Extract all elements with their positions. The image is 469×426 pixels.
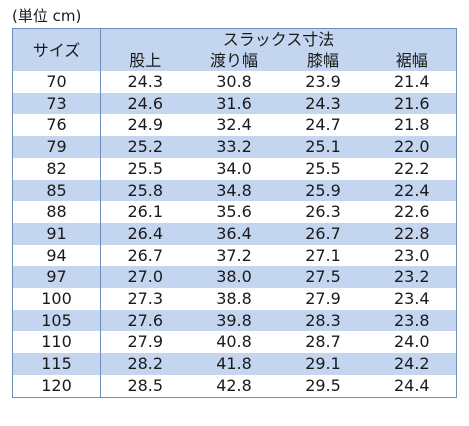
hem-width-cell: 22.6 (367, 201, 457, 223)
knee-width-cell: 26.3 (278, 201, 368, 223)
hem-width-cell: 22.8 (367, 222, 457, 245)
rise-cell: 24.3 (100, 71, 190, 93)
rise-cell: 28.5 (100, 374, 190, 398)
table-row: 115 28.2 41.8 29.1 24.2 (12, 353, 457, 375)
thigh-width-cell: 31.6 (189, 92, 279, 115)
knee-width-cell: 24.7 (278, 114, 368, 137)
hem-width-cell: 24.0 (367, 331, 457, 354)
rise-cell: 27.0 (100, 266, 190, 289)
thigh-width-cell: 39.8 (189, 309, 279, 332)
size-cell: 120 (12, 374, 101, 398)
table-row: 91 26.4 36.4 26.7 22.8 (12, 222, 457, 245)
hem-width-cell: 23.4 (367, 288, 457, 310)
size-cell: 115 (12, 353, 101, 375)
rise-cell: 27.9 (100, 331, 190, 354)
hem-width-cell: 24.2 (367, 353, 457, 375)
table-row: 88 26.1 35.6 26.3 22.6 (12, 201, 457, 223)
size-cell: 76 (12, 114, 101, 137)
knee-width-cell: 27.1 (278, 244, 368, 267)
rise-cell: 24.9 (100, 114, 190, 137)
hem-width-cell: 24.4 (367, 374, 457, 398)
thigh-width-cell: 38.8 (189, 288, 279, 310)
rise-cell: 27.6 (100, 309, 190, 332)
size-cell: 110 (12, 331, 101, 354)
thigh-width-cell: 34.0 (189, 157, 279, 180)
size-cell: 100 (12, 288, 101, 310)
knee-width-cell: 25.9 (278, 179, 368, 202)
hem-width-cell: 21.4 (367, 71, 457, 93)
knee-width-cell: 24.3 (278, 92, 368, 115)
rise-cell: 26.4 (100, 222, 190, 245)
knee-width-cell: 26.7 (278, 222, 368, 245)
rise-cell: 25.8 (100, 179, 190, 202)
table-row: 120 28.5 42.8 29.5 24.4 (12, 374, 457, 398)
slacks-size-table: サイズ スラックス寸法 股上 渡り幅 膝幅 裾幅 70 24.3 30.8 23.9 2… (12, 28, 458, 398)
knee-width-cell: 27.5 (278, 266, 368, 289)
table-row: 110 27.9 40.8 28.7 24.0 (12, 331, 457, 354)
size-cell: 91 (12, 222, 101, 245)
table-row: 79 25.2 33.2 25.1 22.0 (12, 136, 457, 158)
thigh-width-cell: 40.8 (189, 331, 279, 354)
table-row: 105 27.6 39.8 28.3 23.8 (12, 309, 457, 332)
rise-cell: 27.3 (100, 288, 190, 310)
size-cell: 97 (12, 266, 101, 289)
column-header-hem-width: 裾幅 (367, 50, 457, 71)
knee-width-cell: 29.5 (278, 374, 368, 398)
thigh-width-cell: 38.0 (189, 266, 279, 289)
thigh-width-cell: 41.8 (189, 353, 279, 375)
rise-cell: 26.7 (100, 244, 190, 267)
rise-cell: 25.2 (100, 136, 190, 158)
hem-width-cell: 22.2 (367, 157, 457, 180)
thigh-width-cell: 36.4 (189, 222, 279, 245)
unit-label: (単位 cm) (12, 7, 82, 25)
thigh-width-cell: 42.8 (189, 374, 279, 398)
table-row: 73 24.6 31.6 24.3 21.6 (12, 92, 457, 115)
hem-width-cell: 23.2 (367, 266, 457, 289)
knee-width-cell: 27.9 (278, 288, 368, 310)
knee-width-cell: 28.3 (278, 309, 368, 332)
table-row: 82 25.5 34.0 25.5 22.2 (12, 157, 457, 180)
hem-width-cell: 21.8 (367, 114, 457, 137)
thigh-width-cell: 32.4 (189, 114, 279, 137)
table-row: 70 24.3 30.8 23.9 21.4 (12, 71, 457, 93)
size-cell: 105 (12, 309, 101, 332)
thigh-width-cell: 30.8 (189, 71, 279, 93)
hem-width-cell: 22.4 (367, 179, 457, 202)
column-header-thigh-width: 渡り幅 (189, 50, 279, 71)
size-cell: 82 (12, 157, 101, 180)
rise-cell: 28.2 (100, 353, 190, 375)
table-row: 94 26.7 37.2 27.1 23.0 (12, 244, 457, 267)
knee-width-cell: 23.9 (278, 71, 368, 93)
knee-width-cell: 28.7 (278, 331, 368, 354)
size-column-header: サイズ (12, 28, 101, 71)
column-header-knee-width: 膝幅 (278, 50, 368, 71)
thigh-width-cell: 37.2 (189, 244, 279, 267)
thigh-width-cell: 34.8 (189, 179, 279, 202)
thigh-width-cell: 35.6 (189, 201, 279, 223)
size-cell: 70 (12, 71, 101, 93)
rise-cell: 26.1 (100, 201, 190, 223)
hem-width-cell: 21.6 (367, 92, 457, 115)
rise-cell: 24.6 (100, 92, 190, 115)
size-cell: 94 (12, 244, 101, 267)
knee-width-cell: 29.1 (278, 353, 368, 375)
hem-width-cell: 23.8 (367, 309, 457, 332)
knee-width-cell: 25.5 (278, 157, 368, 180)
size-cell: 79 (12, 136, 101, 158)
table-row: 97 27.0 38.0 27.5 23.2 (12, 266, 457, 289)
table-row: 85 25.8 34.8 25.9 22.4 (12, 179, 457, 202)
size-cell: 85 (12, 179, 101, 202)
column-header-rise: 股上 (100, 50, 190, 71)
hem-width-cell: 22.0 (367, 136, 457, 158)
knee-width-cell: 25.1 (278, 136, 368, 158)
thigh-width-cell: 33.2 (189, 136, 279, 158)
size-cell: 88 (12, 201, 101, 223)
hem-width-cell: 23.0 (367, 244, 457, 267)
slacks-dimensions-header: スラックス寸法 (100, 28, 457, 50)
table-row: 100 27.3 38.8 27.9 23.4 (12, 288, 457, 310)
rise-cell: 25.5 (100, 157, 190, 180)
table-body: 70 24.3 30.8 23.9 21.4 73 24.6 31.6 24.3 21.6 76 24… (12, 71, 457, 398)
size-cell: 73 (12, 92, 101, 115)
table-row: 76 24.9 32.4 24.7 21.8 (12, 114, 457, 137)
